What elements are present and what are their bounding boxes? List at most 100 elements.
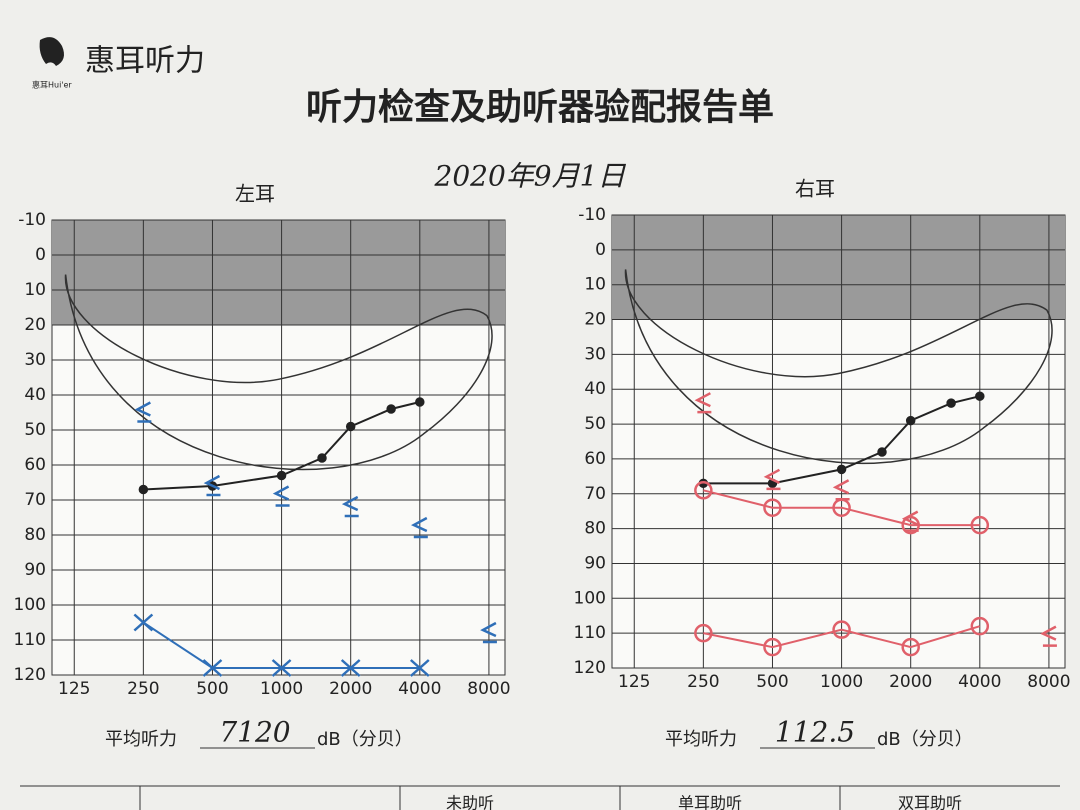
y-tick-label: -10 — [578, 205, 606, 225]
dot — [905, 415, 916, 426]
marker — [877, 447, 887, 457]
y-tick-label: 80 — [584, 519, 606, 539]
dot — [138, 484, 149, 495]
x-mark — [271, 659, 292, 677]
marker — [694, 392, 712, 414]
y-tick-label: 50 — [584, 414, 606, 434]
y-tick-label: -10 — [18, 210, 46, 230]
y-tick-label: 10 — [584, 275, 606, 295]
marker — [345, 421, 356, 432]
marker — [970, 515, 990, 535]
x-tick-label: 125 — [58, 679, 90, 699]
y-tick-label: 90 — [24, 560, 46, 580]
bracket-mark — [411, 516, 428, 539]
y-tick-label: 20 — [24, 315, 46, 335]
brand: 惠耳听力 — [85, 44, 205, 79]
marker — [271, 659, 292, 677]
x-tick-label: 8000 — [467, 679, 510, 699]
speech-banana — [624, 269, 1053, 465]
marker — [341, 495, 359, 518]
ear-label: 右耳 — [795, 177, 835, 201]
series-line — [703, 625, 981, 649]
y-tick-label: 120 — [14, 665, 46, 685]
marker — [901, 637, 920, 657]
circle-mark — [694, 623, 713, 643]
logo-icon — [39, 37, 64, 66]
marker — [202, 659, 223, 677]
y-tick-label: 100 — [574, 588, 606, 608]
y-tick-label: 110 — [14, 630, 46, 650]
x-tick-label: 1000 — [260, 679, 303, 699]
dot — [276, 470, 287, 481]
marker — [946, 398, 956, 408]
marker — [970, 616, 990, 636]
y-tick-label: 90 — [584, 553, 606, 573]
x-tick-label: 4000 — [398, 679, 441, 699]
y-tick-label: 10 — [24, 280, 46, 300]
y-tick-label: 30 — [24, 350, 46, 370]
table-header: 未助听 — [446, 794, 494, 810]
x-tick-label: 8000 — [1027, 672, 1070, 692]
x-tick-label: 1000 — [820, 672, 863, 692]
marker — [276, 470, 287, 481]
marker — [134, 401, 152, 423]
circle-mark — [694, 481, 713, 500]
x-tick-label: 125 — [618, 672, 650, 692]
table-header: 单耳助听 — [678, 794, 742, 810]
x-mark — [409, 659, 430, 677]
x-tick-label: 2000 — [889, 672, 932, 692]
bracket-mark — [272, 485, 290, 507]
y-tick-label: 70 — [584, 484, 606, 504]
y-tick-label: 110 — [574, 623, 606, 643]
table-header: 双耳助听 — [898, 794, 962, 810]
y-tick-label: 0 — [595, 240, 606, 260]
shaded-band — [52, 220, 505, 325]
x-mark — [340, 659, 361, 677]
y-tick-label: 40 — [584, 379, 606, 399]
marker — [763, 498, 782, 517]
date: 2020年9月1日 — [434, 160, 627, 193]
circle-mark — [970, 616, 990, 636]
y-tick-label: 60 — [24, 455, 46, 475]
average-value: 7120 — [219, 716, 290, 749]
dot — [345, 421, 356, 432]
bracket-mark — [341, 495, 359, 518]
marker — [905, 415, 916, 426]
y-tick-label: 30 — [584, 344, 606, 364]
marker — [340, 659, 361, 677]
marker — [836, 464, 847, 475]
marker — [317, 453, 327, 463]
bracket-mark — [134, 401, 152, 423]
x-tick-label: 2000 — [329, 679, 372, 699]
ear-label: 左耳 — [235, 182, 275, 206]
bracket-mark — [694, 392, 712, 414]
bracket-mark — [203, 474, 221, 497]
x-mark — [133, 613, 154, 632]
logo: 惠耳听力 惠耳Hui'er — [32, 37, 205, 90]
average-label: 平均听力 — [105, 729, 177, 750]
marker — [1040, 625, 1057, 647]
dot — [415, 397, 425, 407]
marker — [272, 485, 290, 507]
marker — [763, 468, 781, 491]
average-label: 平均听力 — [665, 729, 737, 750]
marker — [832, 498, 851, 517]
circle-mark — [832, 498, 851, 517]
dot — [836, 464, 847, 475]
circle-mark — [901, 515, 920, 535]
shaded-band — [612, 215, 1065, 320]
dot — [877, 447, 887, 457]
marker — [409, 659, 430, 677]
marker — [411, 516, 428, 539]
dot — [946, 398, 956, 408]
y-tick-label: 80 — [24, 525, 46, 545]
brand-sub: 惠耳Hui'er — [32, 80, 72, 90]
marker — [975, 391, 985, 401]
circle-mark — [763, 498, 782, 517]
y-tick-label: 20 — [584, 310, 606, 330]
circle-mark — [763, 637, 782, 657]
marker — [386, 404, 396, 414]
marker — [133, 613, 154, 632]
y-tick-label: 60 — [584, 449, 606, 469]
